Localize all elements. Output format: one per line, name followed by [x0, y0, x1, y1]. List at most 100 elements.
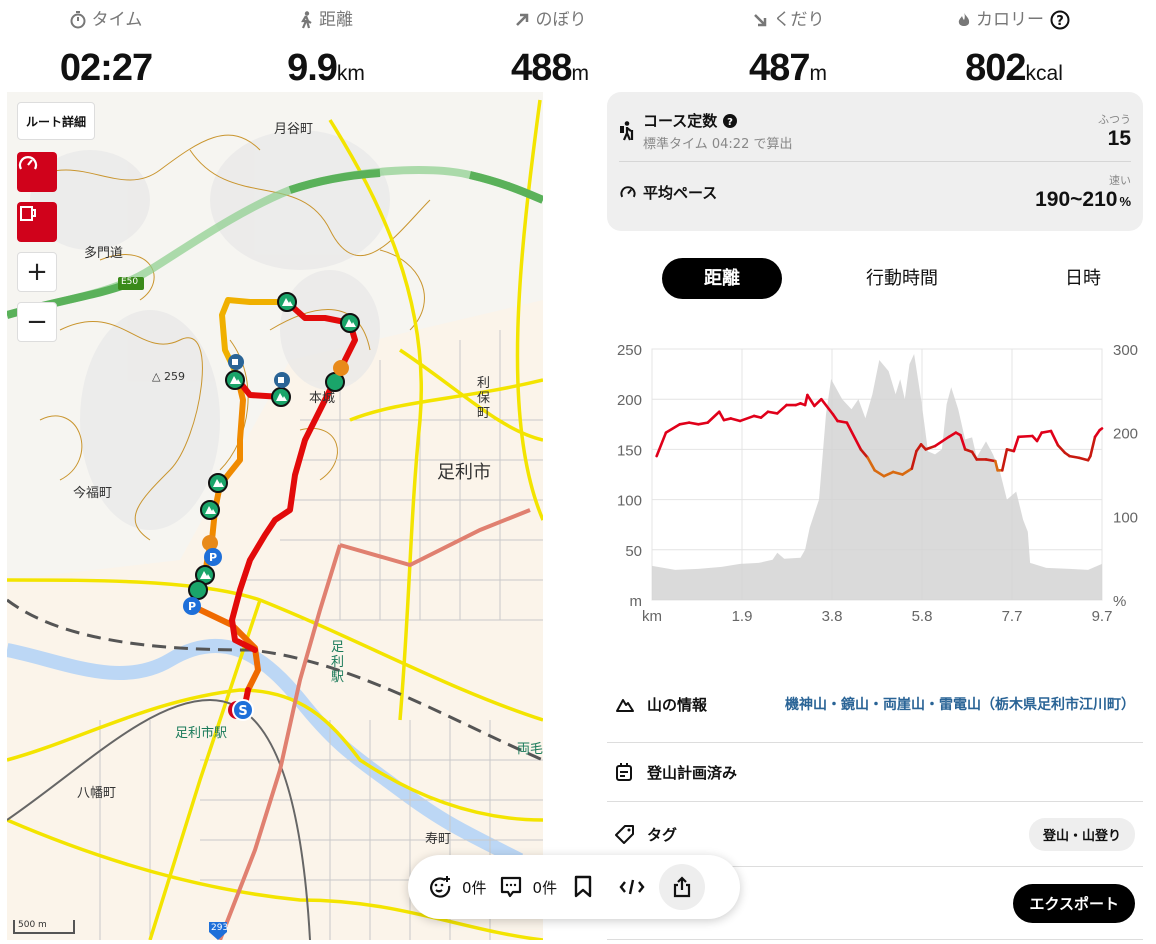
export-button[interactable]: エクスポート: [1013, 884, 1135, 923]
stat-unit: m: [809, 62, 827, 85]
help-icon[interactable]: ?: [723, 113, 738, 128]
map-scale: 500 m: [13, 920, 75, 934]
route-293-shield: [209, 922, 227, 940]
pace-line-segment: [1056, 443, 1067, 455]
pace-line-segment: [910, 449, 918, 470]
rest-layer-button[interactable]: [17, 202, 57, 242]
pace-line-segment: [970, 450, 979, 461]
flame-icon: [958, 12, 970, 26]
tab-distance[interactable]: 距離: [662, 258, 782, 299]
y-left-tick-label: 50: [625, 543, 642, 560]
y-left-tick-label: 150: [617, 442, 642, 459]
pace-line-segment: [1017, 434, 1034, 439]
pace-layer-button[interactable]: [17, 152, 57, 192]
embed-button[interactable]: [619, 877, 645, 897]
plan-label[interactable]: 登山計画済み: [647, 763, 738, 782]
elevation-pace-chart[interactable]: 250 200 150 100 50 m 300 200 100% km 1.9 3.8 5.8 7.7 9…: [607, 330, 1147, 630]
trailhead-markers[interactable]: [188, 360, 349, 600]
x-tick-label: km: [642, 608, 662, 625]
pace-line-segment: [820, 397, 835, 416]
rest-markers[interactable]: [228, 354, 290, 388]
pace-line-segment: [1035, 431, 1043, 443]
walker-icon: [301, 11, 312, 29]
map-label: 293: [211, 923, 229, 933]
zoom-in-button[interactable]: +: [17, 252, 57, 292]
pace-line-segment: [1012, 435, 1020, 453]
tag-chip[interactable]: 登山・山登り: [1028, 817, 1135, 851]
pace-line-segment: [915, 443, 923, 453]
contour-lines: [29, 134, 431, 541]
share-button[interactable]: [659, 864, 706, 910]
pace-line-segment: [924, 444, 937, 451]
map-label: 寿町: [425, 832, 452, 847]
share-icon: [673, 876, 691, 898]
mountain-info-row: 山の情報 機神山・鏡山・両崖山・雷電山（栃木県足利市江川町）: [607, 667, 1143, 743]
stat-descent: くだり 487m: [688, 0, 888, 102]
pace-line-segment: [836, 419, 849, 424]
pace-line-segment: [1068, 454, 1081, 460]
map-label: 足利駅: [331, 640, 345, 685]
x-tick-label: 3.8: [822, 608, 843, 625]
tag-label: タグ: [647, 825, 678, 844]
add-reaction-button[interactable]: [428, 875, 452, 899]
mountain-info-label: 山の情報: [647, 696, 708, 714]
start-marker[interactable]: S: [228, 699, 254, 721]
pace-line-segment: [806, 393, 816, 408]
stat-value: 9.9: [287, 47, 338, 89]
bookmark-button[interactable]: [573, 875, 593, 899]
pace-line-segment: [655, 431, 668, 458]
chart-axis-tabs: 距離 行動時間 日時: [607, 258, 1143, 300]
speedometer-icon: [620, 186, 636, 198]
mountain-info-link[interactable]: 機神山・鏡山・両崖山・雷電山（栃木県足利市江川町）: [785, 696, 1135, 713]
stat-calories: カロリー? 802kcal: [914, 0, 1114, 102]
pace-line-segment: [678, 421, 691, 426]
map-label: 多門道: [84, 246, 124, 261]
pace-line-segment: [687, 421, 700, 426]
stat-value: 487: [749, 47, 810, 89]
pace-line-segment: [1093, 428, 1101, 439]
map-label: △ 259: [152, 370, 185, 383]
mountain-icon: [616, 698, 634, 712]
pace-line-segment: [831, 412, 839, 423]
stat-unit: kcal: [1025, 62, 1063, 85]
comment-button[interactable]: [499, 875, 523, 899]
e50-shield: [118, 277, 144, 290]
pace-line-segment: [813, 397, 823, 408]
y-right-tick-label: 200: [1113, 426, 1138, 443]
summit-markers[interactable]: [195, 292, 360, 585]
hiker-icon: [620, 121, 634, 141]
elevation-area: [652, 354, 1102, 600]
stat-label: カロリー: [976, 10, 1044, 30]
pace-line-segment: [717, 410, 726, 422]
stat-value: 488: [511, 47, 572, 89]
pace-line-segment: [697, 421, 709, 426]
map-label: 利保町: [477, 376, 491, 421]
pace-line-segment: [984, 458, 997, 463]
route-detail-button[interactable]: ルート詳細: [17, 102, 95, 140]
course-level: ふつう: [1098, 113, 1131, 126]
pace-line-segment: [947, 431, 958, 439]
y-left-tick-label: 100: [617, 493, 642, 510]
stat-unit: km: [336, 62, 365, 85]
tab-datetime[interactable]: 日時: [1065, 268, 1101, 289]
arrow-up-right-icon: [515, 13, 528, 26]
pace-line-segment: [729, 417, 742, 423]
help-icon[interactable]: ?: [1050, 10, 1070, 30]
y-left-tick-label: 250: [617, 342, 642, 359]
tab-moving-time[interactable]: 行動時間: [866, 268, 938, 289]
y-left-tick-label: 200: [617, 392, 642, 409]
parking-markers[interactable]: P P: [183, 548, 222, 615]
route-map[interactable]: P P S 月谷町 多門道 E50 △ 259 本城 足利市 利保町 今福町 足…: [7, 92, 543, 940]
y-left-tick-label: m: [630, 593, 643, 610]
pace-line-segment: [933, 435, 951, 448]
pace-line-segment: [845, 421, 863, 451]
pace-line-segment: [1098, 427, 1104, 432]
stat-time: タイム 02:27: [6, 0, 206, 96]
zoom-out-button[interactable]: −: [17, 302, 57, 342]
course-constant-title: コース定数: [643, 112, 718, 130]
svg-text:?: ?: [1056, 14, 1064, 29]
map-label: 本城: [309, 391, 336, 406]
stopwatch-icon: [70, 11, 86, 29]
bookmark-icon: [574, 875, 592, 898]
pace-line-segment: [891, 470, 904, 476]
